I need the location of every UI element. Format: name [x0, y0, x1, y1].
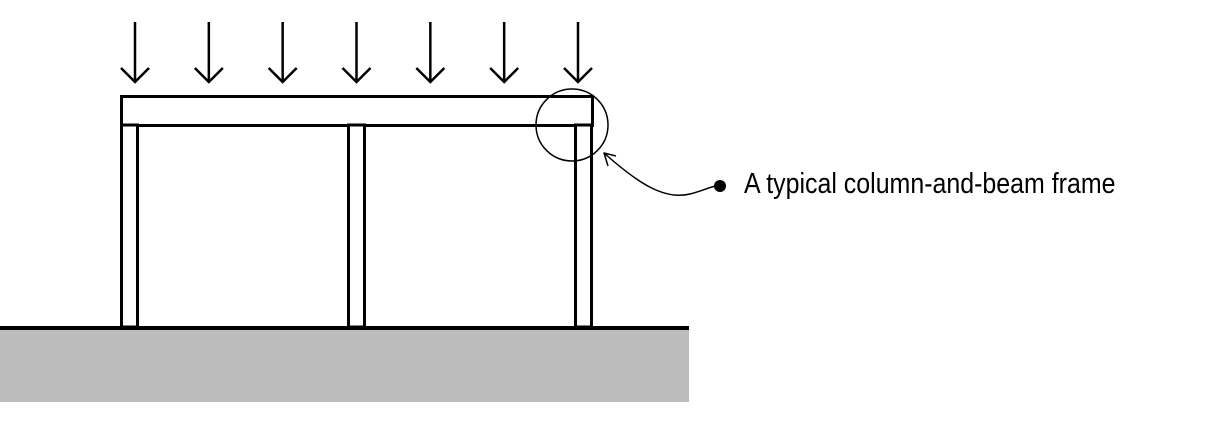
leader-arrowhead: [603, 152, 617, 167]
column-left: [120, 123, 139, 329]
load-arrows: [120, 22, 593, 84]
load-arrow: [193, 22, 224, 84]
column-middle: [347, 123, 366, 329]
beam: [120, 95, 594, 127]
load-arrow: [341, 22, 372, 84]
leader-curve: [603, 152, 721, 196]
callout-bullet: [714, 180, 726, 192]
callout-label: A typical column-and-beam frame: [744, 168, 1116, 200]
load-arrow: [415, 22, 446, 84]
column-right: [574, 123, 593, 329]
load-arrow: [120, 22, 150, 84]
load-arrow: [489, 22, 520, 84]
detail-circle: [535, 88, 609, 162]
load-arrow: [267, 22, 298, 84]
ground-block: [0, 329, 689, 402]
load-arrow: [563, 22, 593, 84]
